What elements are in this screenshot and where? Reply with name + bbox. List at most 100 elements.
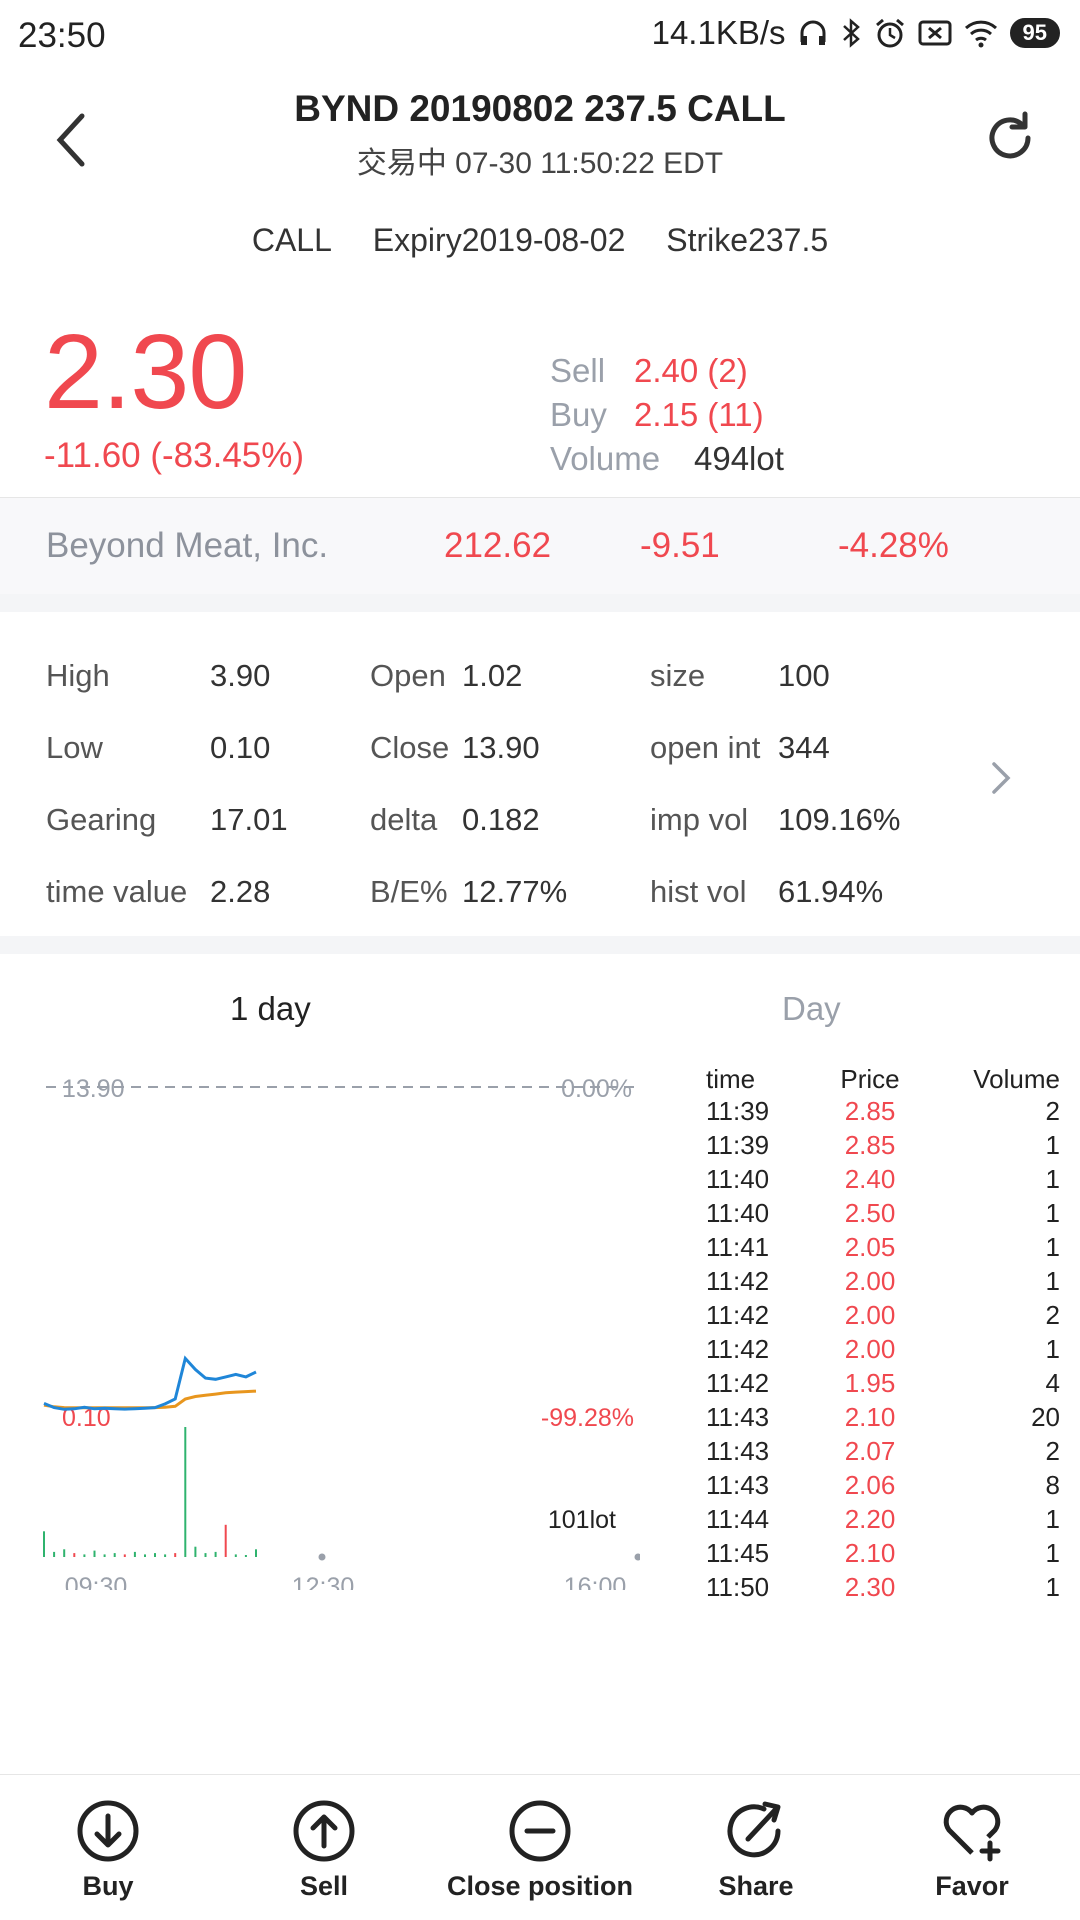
header-price: Price (840, 1064, 900, 1094)
header-time: time (706, 1064, 756, 1094)
trade-volume-cell: 1 (1045, 1164, 1060, 1194)
x-tick-label: 12:30 (292, 1573, 355, 1590)
volume-bar (73, 1553, 76, 1557)
trade-price-cell: 2.40 (844, 1164, 896, 1194)
heart-plus-icon (943, 1804, 1001, 1862)
stat-value: 12.77% (462, 874, 568, 909)
stat-label: High (46, 658, 110, 693)
trade-time-cell: 11:40 (706, 1198, 770, 1228)
share-button[interactable]: Share (648, 1799, 864, 1902)
bluetooth-icon (842, 18, 860, 48)
trade-time-cell: 11:43 (706, 1470, 770, 1500)
trades-body: 11:39 2.85 2 11:39 2.85 1 11:40 2.40 1 11:40 2.50 1… (690, 1094, 1060, 1604)
volume-bar (53, 1551, 56, 1557)
table-row: 11:39 2.85 1 (690, 1128, 1060, 1162)
tab-day[interactable]: Day (782, 990, 841, 1027)
sell-label: Sell (299, 1871, 349, 1901)
section-gap (0, 936, 1080, 954)
trade-volume-cell: 4 (1045, 1368, 1060, 1398)
sell-value: 2.40 (2) (634, 352, 748, 389)
trade-price-cell: 1.95 (844, 1368, 896, 1398)
stat-value: 100 (778, 658, 830, 693)
share-label: Share (718, 1871, 794, 1901)
trade-time-cell: 11:43 (706, 1436, 770, 1466)
chart-top-pct: 0.00% (561, 1075, 632, 1103)
trade-price-cell: 2.05 (844, 1232, 896, 1262)
close-position-button[interactable]: Close position (432, 1799, 648, 1902)
trade-time-cell: 11:42 (706, 1334, 770, 1364)
trade-time-cell: 11:42 (706, 1368, 770, 1398)
last-price: 2.30 (44, 313, 247, 431)
alarm-icon (875, 18, 904, 48)
trade-volume-cell: 1 (1045, 1334, 1060, 1364)
buy-label: Buy (550, 396, 607, 433)
underlying-row[interactable]: Beyond Meat, Inc. 212.62 -9.51 -4.28% (0, 498, 1080, 594)
network-speed: 14.1KB/s (651, 14, 786, 51)
trades-table: time Price Volume 11:39 2.85 2 11:39 2.85 1 11… (690, 1064, 1060, 1604)
buy-value: 2.15 (11) (634, 396, 764, 433)
buy-button[interactable]: Buy (0, 1799, 216, 1902)
option-strike: Strike237.5 (666, 222, 829, 258)
back-arrow-icon[interactable] (52, 110, 92, 170)
stat-label: Close (370, 730, 450, 765)
refresh-icon[interactable] (982, 110, 1038, 166)
sell-label: Sell (550, 352, 606, 389)
stat-label: delta (370, 802, 438, 837)
volume-value: 494lot (694, 440, 784, 477)
sell-quote: Sell 2.40 (2) (550, 352, 748, 390)
volume-bar (164, 1554, 167, 1557)
trade-volume-cell: 20 (1031, 1402, 1060, 1432)
volume-bar (174, 1553, 177, 1557)
stat-label: open int (650, 730, 761, 765)
volume-bar (255, 1549, 257, 1557)
close-marker (634, 1553, 640, 1561)
x-tick-label: 09:30 (65, 1573, 128, 1590)
volume-bar (123, 1554, 126, 1557)
volume-bar (113, 1553, 116, 1557)
trade-time-cell: 11:43 (706, 1402, 770, 1432)
sell-button[interactable]: Sell (216, 1799, 432, 1902)
stat-value: 61.94% (778, 874, 884, 909)
volume-bar (103, 1554, 106, 1557)
table-row: 11:40 2.50 1 (690, 1196, 1060, 1230)
favor-label: Favor (935, 1871, 1009, 1901)
table-row: 11:42 1.95 4 (690, 1366, 1060, 1400)
trade-price-cell: 2.07 (844, 1436, 896, 1466)
page-subtitle: 交易中 07-30 11:50:22 EDT (356, 147, 724, 180)
trade-price-cell: 2.06 (844, 1470, 896, 1500)
stat-label: Low (46, 730, 103, 765)
stat-value: 1.02 (462, 658, 523, 693)
price-line (43, 1355, 257, 1411)
trade-time-cell: 11:39 (706, 1096, 770, 1126)
trade-volume-cell: 2 (1045, 1436, 1060, 1466)
trade-time-cell: 11:42 (706, 1300, 770, 1330)
buy-label: Buy (82, 1871, 134, 1901)
table-row: 11:42 2.00 1 (690, 1264, 1060, 1298)
favor-button[interactable]: Favor (864, 1799, 1080, 1902)
chart-volume-label: 101lot (548, 1506, 616, 1534)
trade-time-cell: 11:45 (706, 1538, 770, 1568)
trade-price-cell: 2.30 (844, 1572, 896, 1602)
trade-volume-cell: 1 (1045, 1266, 1060, 1296)
tab-1-day[interactable]: 1 day (230, 990, 311, 1027)
volume-bar (244, 1555, 247, 1557)
volume-bar (63, 1549, 66, 1557)
stat-value: 0.10 (210, 730, 271, 765)
table-row: 11:42 2.00 1 (690, 1332, 1060, 1366)
trade-volume-cell: 2 (1045, 1096, 1060, 1126)
trade-volume-cell: 1 (1045, 1232, 1060, 1262)
trade-price-cell: 2.20 (844, 1504, 896, 1534)
divider (0, 497, 1080, 498)
close-position-label: Close position (446, 1871, 633, 1901)
trade-time-cell: 11:50 (706, 1572, 770, 1602)
trade-price-cell: 2.00 (844, 1300, 896, 1330)
header: BYND 20190802 237.5 CALL 交易中 07-30 11:50… (0, 74, 1080, 194)
bottom-nav: Buy Sell Close position Share Favor (0, 1774, 1080, 1920)
buy-quote: Buy 2.15 (11) (550, 396, 764, 434)
contract-specs: CALL Expiry2019-08-02 Strike237.5 (0, 222, 1080, 259)
table-row: 11:43 2.10 20 (690, 1400, 1060, 1434)
chevron-right-icon[interactable] (990, 760, 1014, 796)
stat-value: 2.28 (210, 874, 271, 909)
stat-label: imp vol (650, 802, 749, 837)
intraday-chart[interactable]: 13.90 0.00% 0.10 -99.28% 101lot 09:30 12… (40, 1070, 640, 1590)
